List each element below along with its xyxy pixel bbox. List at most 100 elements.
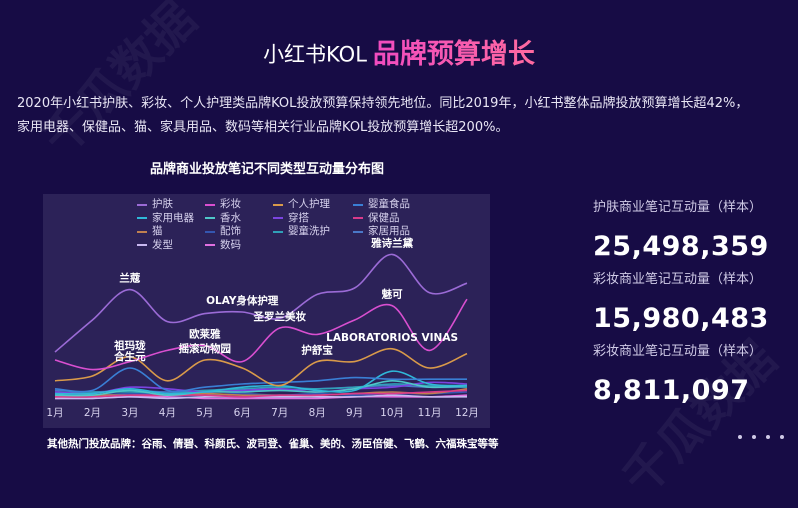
legend-item[interactable]: 家居用品 <box>353 225 443 239</box>
chart-title: 品牌商业投放笔记不同类型互动量分布图 <box>149 162 384 177</box>
series-line <box>54 389 468 398</box>
intro-line-1: 2020年小红书护肤、彩妆、个人护理类品牌KOL投放预算保持领先地位。同比201… <box>17 96 749 111</box>
legend-item[interactable]: 穿搭 <box>273 212 353 226</box>
series-line <box>54 298 468 371</box>
legend-item[interactable]: 配饰 <box>205 225 273 239</box>
x-tick-label: 7月 <box>271 407 288 419</box>
page-dot[interactable] <box>766 435 770 439</box>
legend-swatch-icon <box>205 244 215 247</box>
x-tick-label: 9月 <box>346 407 363 419</box>
legend-label: 猫 <box>152 225 163 237</box>
legend-label: 护肤 <box>152 198 173 210</box>
page-dot[interactable] <box>752 435 756 439</box>
series-line <box>54 347 468 387</box>
page-header: 小红书KOL 品牌预算增长 <box>0 34 798 75</box>
legend-item[interactable]: 发型 <box>137 239 205 253</box>
legend-swatch-icon <box>353 217 363 220</box>
annotation-label: OLAY身体护理 <box>206 294 279 307</box>
annotation-label: 雅诗兰黛 <box>371 236 413 249</box>
legend-item[interactable]: 婴童食品 <box>353 198 443 212</box>
watermark: 千瓜数据 <box>31 0 208 167</box>
pagination-dots[interactable] <box>738 435 784 439</box>
series-line <box>54 370 468 395</box>
annotation-label: 摇滚动物园 <box>179 342 232 355</box>
legend-swatch-icon <box>273 230 283 233</box>
chart-legend: 护肤 彩妆 个人护理 婴童食品家用电器 香水 穿搭 保健品猫 配饰 婴童洗护 家居用品发型 数码 <box>137 198 477 252</box>
legend-item[interactable]: 猫 <box>137 225 205 239</box>
legend-swatch-icon <box>137 217 147 220</box>
legend-label: 穿搭 <box>288 211 309 224</box>
legend-item[interactable]: 彩妆 <box>205 198 273 212</box>
page-title: 品牌预算增长 <box>372 38 535 70</box>
legend-item[interactable]: 婴童洗护 <box>273 225 353 239</box>
annotation-label: 合生元 <box>113 350 146 363</box>
series-line <box>54 253 468 353</box>
legend-swatch-icon <box>273 203 283 206</box>
intro-line-2: 家用电器、保健品、猫、家具用品、数码等相关行业品牌KOL投放预算增长超200%。 <box>17 120 509 135</box>
x-tick-label: 5月 <box>196 407 213 419</box>
legend-swatch-icon <box>353 230 363 233</box>
legend-label: 配饰 <box>220 225 241 237</box>
legend-swatch-icon <box>137 244 147 247</box>
annotation-label: 圣罗兰美妆 <box>252 310 306 323</box>
x-tick-label: 2月 <box>84 407 101 419</box>
legend-swatch-icon <box>273 217 283 220</box>
legend-item[interactable]: 家用电器 <box>137 212 205 226</box>
x-tick-label: 6月 <box>234 407 251 419</box>
page-dot[interactable] <box>738 435 742 439</box>
legend-swatch-icon <box>137 230 147 233</box>
legend-swatch-icon <box>205 230 215 233</box>
legend-label: 数码 <box>220 238 241 251</box>
stat-label: 彩妆商业笔记互动量（样本） <box>593 272 763 287</box>
legend-label: 保健品 <box>368 211 400 224</box>
stat-block-makeup: 彩妆商业笔记互动量（样本） 15,980,483 <box>593 270 793 336</box>
legend-item[interactable]: 保健品 <box>353 212 443 226</box>
series-line <box>54 379 468 397</box>
intro-paragraph: 2020年小红书护肤、彩妆、个人护理类品牌KOL投放预算保持领先地位。同比201… <box>17 92 792 140</box>
legend-swatch-icon <box>205 203 215 206</box>
stat-value: 8,811,097 <box>593 375 750 406</box>
stat-block-third: 彩妆商业笔记互动量（样本） 8,811,097 <box>593 342 793 408</box>
legend-swatch-icon <box>137 203 147 206</box>
legend-item[interactable]: 护肤 <box>137 198 205 212</box>
other-brands-note: 其他热门投放品牌：谷雨、倩碧、科颜氏、波司登、雀巢、美的、汤臣倍健、飞鹤、六福珠… <box>47 438 499 450</box>
legend-item[interactable]: 香水 <box>205 212 273 226</box>
legend-label: 婴童食品 <box>368 198 410 210</box>
stat-block-skincare: 护肤商业笔记互动量（样本） 25,498,359 <box>593 198 793 264</box>
series-line <box>54 381 468 395</box>
legend-label: 彩妆 <box>220 198 241 210</box>
annotation-label: 欧莱雅 <box>189 328 221 341</box>
annotation-label: 魅可 <box>382 288 403 301</box>
legend-item[interactable]: 数码 <box>205 239 273 253</box>
page-dot[interactable] <box>780 435 784 439</box>
x-tick-label: 11月 <box>418 407 442 419</box>
annotation-label: 祖玛珑 <box>113 339 146 352</box>
series-line <box>54 383 468 395</box>
legend-swatch-icon <box>353 203 363 206</box>
header-prefix: 小红书KOL <box>263 42 367 67</box>
annotation-label: LABORATORIOS VINAS <box>326 332 458 344</box>
stat-label: 护肤商业笔记互动量（样本） <box>593 200 763 215</box>
x-tick-label: 4月 <box>159 407 176 419</box>
x-tick-label: 1月 <box>46 407 63 419</box>
legend-label: 个人护理 <box>288 198 330 210</box>
legend-label: 婴童洗护 <box>288 225 330 237</box>
legend-label: 家用电器 <box>152 211 194 224</box>
annotation-label: 护舒宝 <box>301 344 333 357</box>
x-tick-label: 10月 <box>380 407 404 419</box>
stats-panel: 护肤商业笔记互动量（样本） 25,498,359 彩妆商业笔记互动量（样本） 1… <box>593 198 793 414</box>
legend-item[interactable]: 个人护理 <box>273 198 353 212</box>
x-tick-label: 12月 <box>455 407 479 419</box>
legend-label: 香水 <box>220 211 241 224</box>
annotation-label: 兰蔻 <box>119 272 140 285</box>
stat-value: 15,980,483 <box>593 303 769 334</box>
stat-label: 彩妆商业笔记互动量（样本） <box>593 344 763 359</box>
legend-label: 家居用品 <box>368 225 410 237</box>
x-tick-label: 3月 <box>121 407 138 419</box>
legend-label: 发型 <box>152 238 173 251</box>
x-tick-label: 8月 <box>309 407 326 419</box>
series-line <box>54 367 467 393</box>
legend-swatch-icon <box>205 217 215 220</box>
stat-value: 25,498,359 <box>593 231 769 262</box>
